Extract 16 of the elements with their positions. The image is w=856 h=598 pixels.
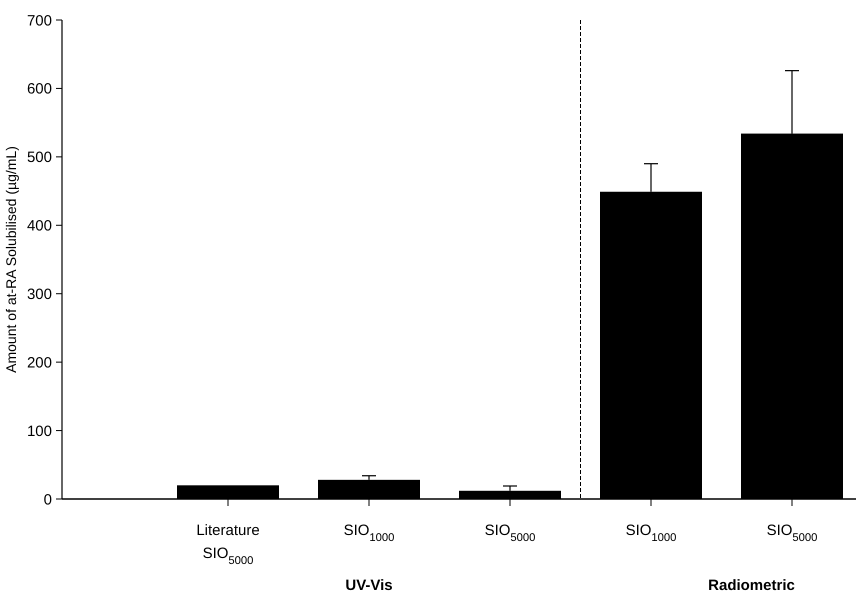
y-tick-label: 600 [26,80,52,98]
y-tick-label: 400 [26,218,52,235]
y-axis-title: Amount of at-RA Solubilised (µg/mL) [3,146,19,373]
y-tick-label: 500 [26,149,52,166]
x-tick-label: SIO$_{5000}$ [766,522,818,544]
x-tick-label: SIO$_{1000}$ [344,522,394,544]
text: Radiometric [708,577,795,594]
x-tick-label: SIO$_{5000}$ [484,522,536,544]
y-tick-label: 100 [26,422,52,440]
x-tick-label: Literature SIO$_{5000}$ [196,522,260,567]
y-tick-label: 200 [26,354,52,372]
text: UV-Vis [345,577,393,594]
y-tick-label: 0 [44,491,52,508]
y-tick-label: 700 [26,12,52,30]
x-tick-label: SIO$_{1000}$ [626,522,676,544]
y-tick-label: 300 [26,286,52,303]
